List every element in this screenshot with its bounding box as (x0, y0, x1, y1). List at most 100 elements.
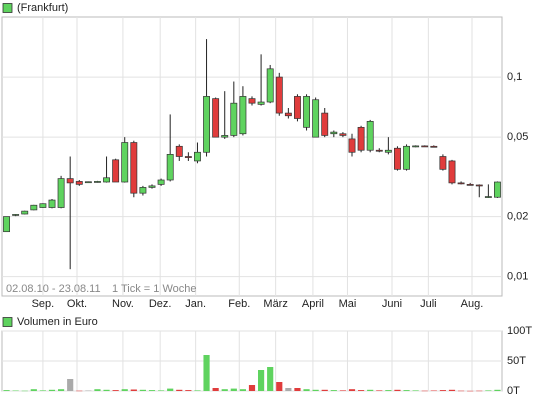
volume-bar (130, 389, 137, 391)
candle-body (266, 68, 274, 103)
candle-body (321, 112, 329, 136)
volume-bar (12, 390, 19, 392)
volume-bar (203, 355, 210, 391)
volume-bar (239, 389, 246, 391)
tick-note: 1 Tick = 1 Woche (112, 283, 196, 295)
volume-bar (267, 367, 274, 391)
volume-bar (48, 389, 56, 391)
x-tick-label: Jan. (185, 298, 206, 310)
candle-body (184, 156, 192, 158)
x-tick-label: März (263, 298, 287, 310)
volume-bar (39, 390, 46, 391)
candle-body (384, 149, 392, 153)
x-tick-label: Juli (420, 298, 437, 310)
candle-body (303, 96, 310, 128)
plot-frame (1, 16, 503, 297)
volume-bar (230, 388, 237, 391)
volume-bar (339, 390, 346, 391)
candle-body (357, 126, 365, 151)
candle-body (330, 131, 338, 135)
candle-body (57, 178, 65, 208)
volume-bar (212, 388, 219, 391)
volume-bar (148, 390, 156, 391)
volume-bar (439, 390, 446, 391)
candle-body (339, 133, 347, 136)
volume-bar (367, 389, 374, 391)
volume-bar (403, 390, 410, 391)
candle-body (121, 142, 129, 183)
candle-body (394, 147, 401, 170)
candle-body (430, 145, 438, 148)
volume-bar (121, 389, 128, 391)
volume-bar (494, 389, 501, 391)
x-tick-label: Okt. (67, 298, 87, 310)
candle-body (275, 76, 283, 114)
candle-body (203, 96, 210, 153)
legend-swatch (2, 3, 13, 13)
x-tick-label: Aug. (461, 298, 484, 310)
candle-body (30, 204, 38, 211)
candle-body (230, 102, 238, 136)
volume-bar (303, 389, 310, 391)
volume-bar (3, 390, 10, 391)
volume-bar (294, 388, 301, 391)
volume-bar (276, 382, 283, 391)
candle-body (375, 149, 383, 152)
volume-bar (394, 389, 401, 391)
volume-bar (112, 390, 119, 391)
volume-bar (476, 390, 483, 392)
legend-swatch (2, 317, 13, 327)
candle-body (166, 154, 174, 181)
volume-bar (385, 390, 392, 391)
candle-body (348, 138, 356, 153)
candle-body (66, 178, 74, 184)
candle-body (139, 187, 147, 194)
volume-bar (348, 389, 356, 391)
x-tick-label: Dez. (149, 298, 172, 310)
candle-body (130, 142, 138, 194)
volume-bar (158, 390, 165, 391)
volume-bar (448, 389, 456, 391)
candle-body (48, 199, 56, 208)
volume-bar (312, 389, 319, 391)
candle-body (3, 216, 10, 233)
x-tick-label: April (302, 298, 324, 310)
y-tick-label: 0,02 (507, 210, 528, 222)
volume-bar (248, 385, 256, 391)
candle-body (221, 135, 229, 138)
candle-body (257, 101, 265, 105)
candle-body (239, 96, 247, 135)
y-tick-label: 100T (507, 325, 532, 337)
volume-bar (85, 390, 92, 392)
candle-body (284, 112, 292, 117)
volume-bar (430, 390, 437, 392)
candle-body (366, 121, 374, 151)
candle-body (148, 185, 156, 188)
legend-label: (Frankfurt) (17, 2, 68, 14)
candle-body (312, 99, 320, 138)
volume-bar (358, 390, 365, 391)
candle-body (175, 145, 183, 157)
volume-bar (458, 390, 465, 392)
candle-body (112, 159, 120, 183)
volume-bar (221, 389, 228, 391)
candle-body (421, 145, 429, 148)
y-tick-label: 0,1 (507, 71, 522, 83)
volume-bar (30, 389, 37, 391)
volume-bar (94, 389, 101, 391)
volume-bar (76, 390, 83, 392)
volume-bar (376, 390, 383, 391)
volume-bar (330, 390, 337, 391)
volume-bar (139, 389, 146, 391)
y-tick-label: 0,01 (507, 271, 528, 283)
y-tick-label: 0T (507, 385, 520, 397)
candle-body (248, 98, 256, 104)
period-note: 02.08.10 - 23.08.11 (6, 283, 101, 295)
volume-bar (194, 390, 201, 391)
candle-body (75, 181, 83, 185)
candle-body (403, 145, 410, 170)
x-tick-label: Juni (382, 298, 402, 310)
volume-bar (21, 390, 28, 392)
volume-bar (321, 389, 328, 391)
